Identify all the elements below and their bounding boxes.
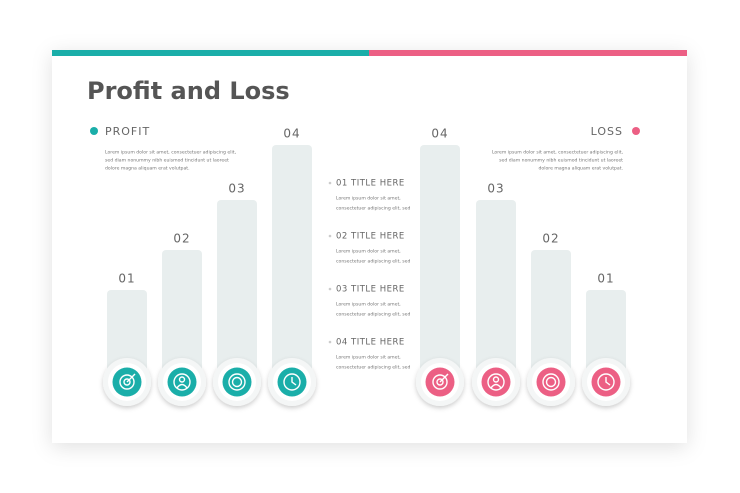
item-text: consectetuer adipiscing elit, sed — [336, 206, 411, 212]
description: Lorem ipsum dolor sit amet, consectetuer… — [105, 150, 237, 156]
column — [107, 290, 147, 380]
icon-part — [283, 373, 301, 391]
icon-part — [487, 373, 505, 391]
column-label: 01 — [118, 272, 135, 286]
icon-part — [436, 378, 444, 386]
item-dot — [328, 340, 332, 344]
description: dolore magna aliquam erat volutpat. — [105, 166, 190, 172]
item-text: consectetuer adipiscing elit, sed — [336, 259, 411, 265]
icon-part — [432, 374, 448, 390]
description: Lorem ipsum dolor sit amet, consectetuer… — [492, 150, 624, 156]
loss-label: LOSS — [591, 125, 623, 138]
item-text: Lorem ipsum dolor sit amet, — [336, 302, 401, 308]
item-dot — [328, 181, 332, 185]
item-title: 02 TITLE HERE — [336, 232, 405, 242]
icon-part — [123, 378, 131, 386]
item-dot — [328, 287, 332, 291]
icon-part — [173, 373, 191, 391]
column-label: 03 — [487, 182, 504, 196]
profit-dot — [90, 127, 98, 135]
icon-part — [492, 376, 500, 383]
icon — [228, 373, 246, 391]
description: dolore magna aliquam erat volutpat. — [538, 166, 623, 172]
icon-part — [231, 376, 243, 388]
description: sed diam nonummy nibh euismod tincidunt … — [499, 158, 623, 164]
icon — [487, 373, 505, 391]
item-text: Lorem ipsum dolor sit amet, — [336, 249, 401, 255]
column — [272, 145, 312, 380]
description: sed diam nonummy nibh euismod tincidunt … — [105, 158, 229, 164]
top-bar-teal — [52, 50, 369, 56]
column-label: 04 — [283, 127, 300, 141]
item-text: Lorem ipsum dolor sit amet, — [336, 355, 401, 361]
column — [586, 290, 626, 380]
icon-part — [126, 373, 136, 383]
icon-disc — [536, 367, 566, 397]
column-label: 02 — [173, 232, 190, 246]
icon-part — [545, 376, 557, 388]
column — [531, 250, 571, 380]
icon-disc — [222, 367, 252, 397]
column — [476, 200, 516, 380]
icon-part — [228, 373, 246, 391]
item-dot — [328, 234, 332, 238]
icon — [597, 373, 615, 391]
card — [52, 50, 687, 443]
item-text: consectetuer adipiscing elit, sed — [336, 365, 411, 371]
icon-part — [176, 383, 188, 389]
icon — [542, 373, 560, 391]
column-label: 01 — [597, 272, 614, 286]
icon — [432, 373, 449, 390]
icon-part — [439, 373, 449, 383]
icon-part — [119, 374, 135, 390]
column-label: 02 — [542, 232, 559, 246]
column — [420, 145, 460, 380]
item-text: consectetuer adipiscing elit, sed — [336, 312, 411, 318]
item-text: Lorem ipsum dolor sit amet, — [336, 196, 401, 202]
icon-part — [605, 377, 611, 386]
item-title: 04 TITLE HERE — [336, 338, 405, 348]
column-label: 03 — [228, 182, 245, 196]
icon-part — [597, 373, 615, 391]
icon — [283, 373, 301, 391]
profit-label: PROFIT — [105, 125, 150, 138]
column-label: 04 — [431, 127, 448, 141]
title: Profit and Loss — [87, 77, 290, 105]
icon-part — [178, 376, 186, 383]
icon — [119, 373, 136, 390]
column — [162, 250, 202, 380]
item-title: 03 TITLE HERE — [336, 285, 405, 295]
icon-part — [291, 377, 297, 386]
icon — [173, 373, 191, 391]
loss-dot — [632, 127, 640, 135]
icon-part — [490, 383, 502, 389]
column — [217, 200, 257, 380]
top-bar-pink — [369, 50, 687, 56]
item-title: 01 TITLE HERE — [336, 179, 405, 189]
icon-part — [542, 373, 560, 391]
